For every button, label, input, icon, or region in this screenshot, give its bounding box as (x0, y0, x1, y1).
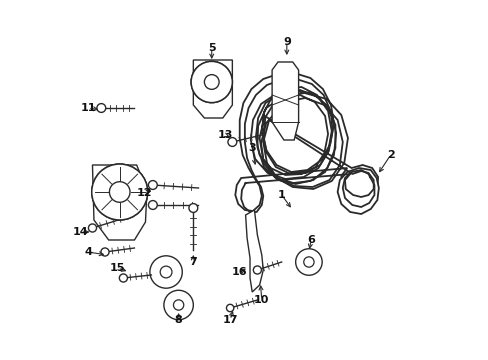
Text: 14: 14 (73, 227, 88, 237)
Circle shape (204, 75, 219, 89)
Text: 3: 3 (248, 143, 256, 153)
Polygon shape (337, 168, 378, 214)
Circle shape (119, 274, 127, 282)
Circle shape (150, 256, 182, 288)
Circle shape (303, 257, 313, 267)
Circle shape (148, 201, 157, 210)
Text: 5: 5 (207, 43, 215, 53)
Polygon shape (235, 73, 377, 211)
Circle shape (191, 62, 232, 103)
Circle shape (204, 75, 219, 89)
Circle shape (295, 249, 322, 275)
Circle shape (201, 72, 222, 92)
Circle shape (92, 164, 147, 220)
Text: 8: 8 (174, 315, 182, 325)
Circle shape (173, 300, 183, 310)
Circle shape (227, 138, 236, 147)
Circle shape (160, 266, 172, 278)
Text: 2: 2 (386, 150, 394, 160)
Circle shape (163, 290, 193, 320)
Text: 9: 9 (283, 37, 290, 47)
Text: 11: 11 (80, 103, 96, 113)
Text: 4: 4 (84, 247, 92, 257)
Text: 7: 7 (189, 257, 197, 267)
Polygon shape (271, 62, 298, 140)
Circle shape (88, 224, 96, 232)
Circle shape (148, 181, 157, 189)
Text: 6: 6 (306, 235, 314, 245)
Text: 12: 12 (136, 188, 151, 198)
Circle shape (188, 204, 197, 212)
Text: 17: 17 (222, 315, 237, 325)
Polygon shape (92, 165, 147, 240)
Text: 16: 16 (231, 267, 247, 277)
Text: 1: 1 (277, 190, 285, 200)
Polygon shape (245, 210, 263, 292)
Text: 15: 15 (110, 263, 125, 273)
Circle shape (109, 182, 130, 202)
Text: 10: 10 (254, 295, 269, 305)
Circle shape (197, 67, 226, 97)
Circle shape (109, 182, 130, 202)
Text: 13: 13 (217, 130, 232, 140)
Polygon shape (193, 60, 232, 118)
Circle shape (253, 266, 261, 274)
Circle shape (101, 248, 109, 256)
Circle shape (92, 164, 147, 220)
Circle shape (191, 62, 232, 103)
Circle shape (97, 104, 105, 112)
Circle shape (226, 304, 233, 312)
